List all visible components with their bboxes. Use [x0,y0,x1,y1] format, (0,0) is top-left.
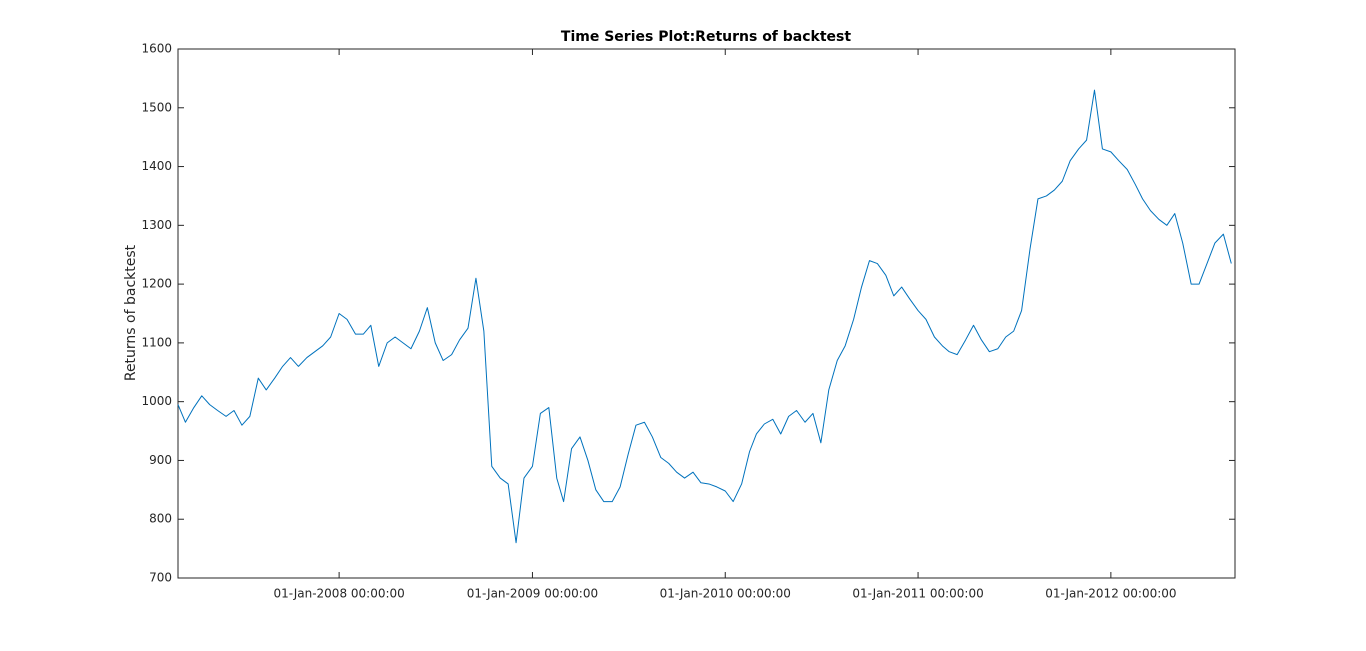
x-tick-label: 01-Jan-2008 00:00:00 [273,587,404,601]
chart-title: Time Series Plot:Returns of backtest [561,29,851,45]
y-tick-label: 1100 [141,335,172,349]
y-tick-label: 1000 [141,394,172,408]
x-tick-label: 01-Jan-2010 00:00:00 [660,587,791,601]
y-tick-label: 1600 [141,42,172,56]
plot-frame [177,48,1236,579]
y-tick-label: 1400 [141,159,172,173]
y-tick-label: 900 [149,453,172,467]
y-tick-label: 1500 [141,100,172,114]
x-tick-label: 01-Jan-2012 00:00:00 [1045,587,1176,601]
x-tick-label: 01-Jan-2009 00:00:00 [467,587,598,601]
y-tick-label: 800 [149,512,172,526]
y-axis-label: Returns of backtest [123,244,139,381]
data-line [177,89,1232,544]
y-tick-label: 1300 [141,218,172,232]
y-tick-label: 700 [149,571,172,585]
x-tick-label: 01-Jan-2011 00:00:00 [852,587,983,601]
y-tick-label: 1200 [141,277,172,291]
